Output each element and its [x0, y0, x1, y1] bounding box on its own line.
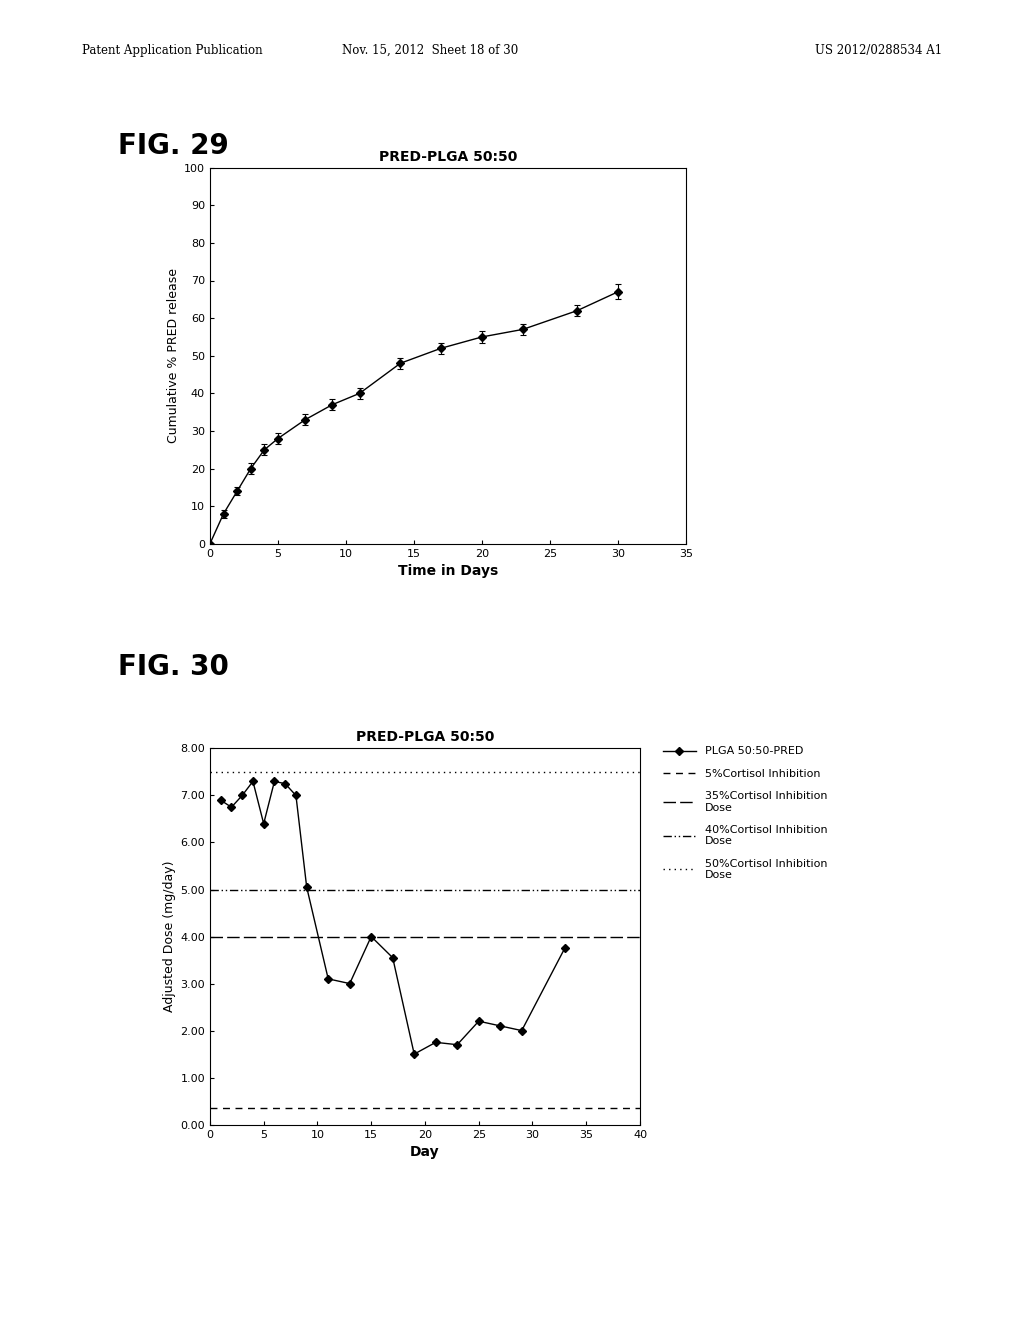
- Text: FIG. 30: FIG. 30: [118, 653, 228, 681]
- X-axis label: Day: Day: [411, 1144, 439, 1159]
- Legend: PLGA 50:50-PRED, 5%Cortisol Inhibition, 35%Cortisol Inhibition
Dose, 40%Cortisol: PLGA 50:50-PRED, 5%Cortisol Inhibition, …: [663, 747, 827, 880]
- Title: PRED-PLGA 50:50: PRED-PLGA 50:50: [355, 730, 495, 744]
- Y-axis label: Adjusted Dose (mg/day): Adjusted Dose (mg/day): [163, 861, 176, 1012]
- Text: US 2012/0288534 A1: US 2012/0288534 A1: [815, 44, 942, 57]
- Y-axis label: Cumulative % PRED release: Cumulative % PRED release: [167, 268, 180, 444]
- Title: PRED-PLGA 50:50: PRED-PLGA 50:50: [379, 149, 517, 164]
- Text: FIG. 29: FIG. 29: [118, 132, 228, 160]
- X-axis label: Time in Days: Time in Days: [398, 564, 498, 578]
- Text: Nov. 15, 2012  Sheet 18 of 30: Nov. 15, 2012 Sheet 18 of 30: [342, 44, 518, 57]
- Text: Patent Application Publication: Patent Application Publication: [82, 44, 262, 57]
